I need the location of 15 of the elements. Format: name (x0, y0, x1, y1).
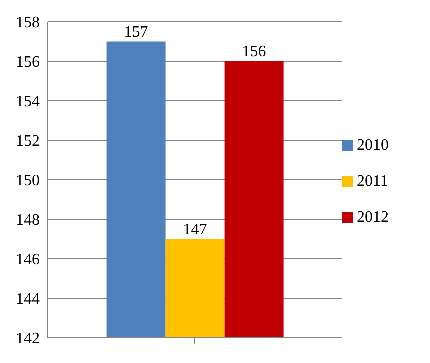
y-tick-label: 148 (16, 212, 40, 230)
legend-label: 2011 (357, 172, 388, 190)
y-tick-label: 146 (16, 252, 40, 269)
y-tick-label: 152 (16, 133, 40, 150)
y-tick-label: 150 (16, 172, 40, 190)
data-label: 147 (183, 221, 208, 238)
y-tick-label: 144 (16, 291, 40, 308)
legend-label: 2012 (357, 208, 389, 226)
y-tick-label: 158 (16, 14, 40, 32)
y-tick-label: 154 (16, 94, 40, 111)
legend-label: 2010 (357, 136, 389, 154)
y-tick-label: 156 (16, 54, 40, 72)
data-label: 157 (124, 24, 148, 41)
data-label: 156 (242, 44, 266, 60)
y-tick-label: 142 (16, 330, 40, 348)
